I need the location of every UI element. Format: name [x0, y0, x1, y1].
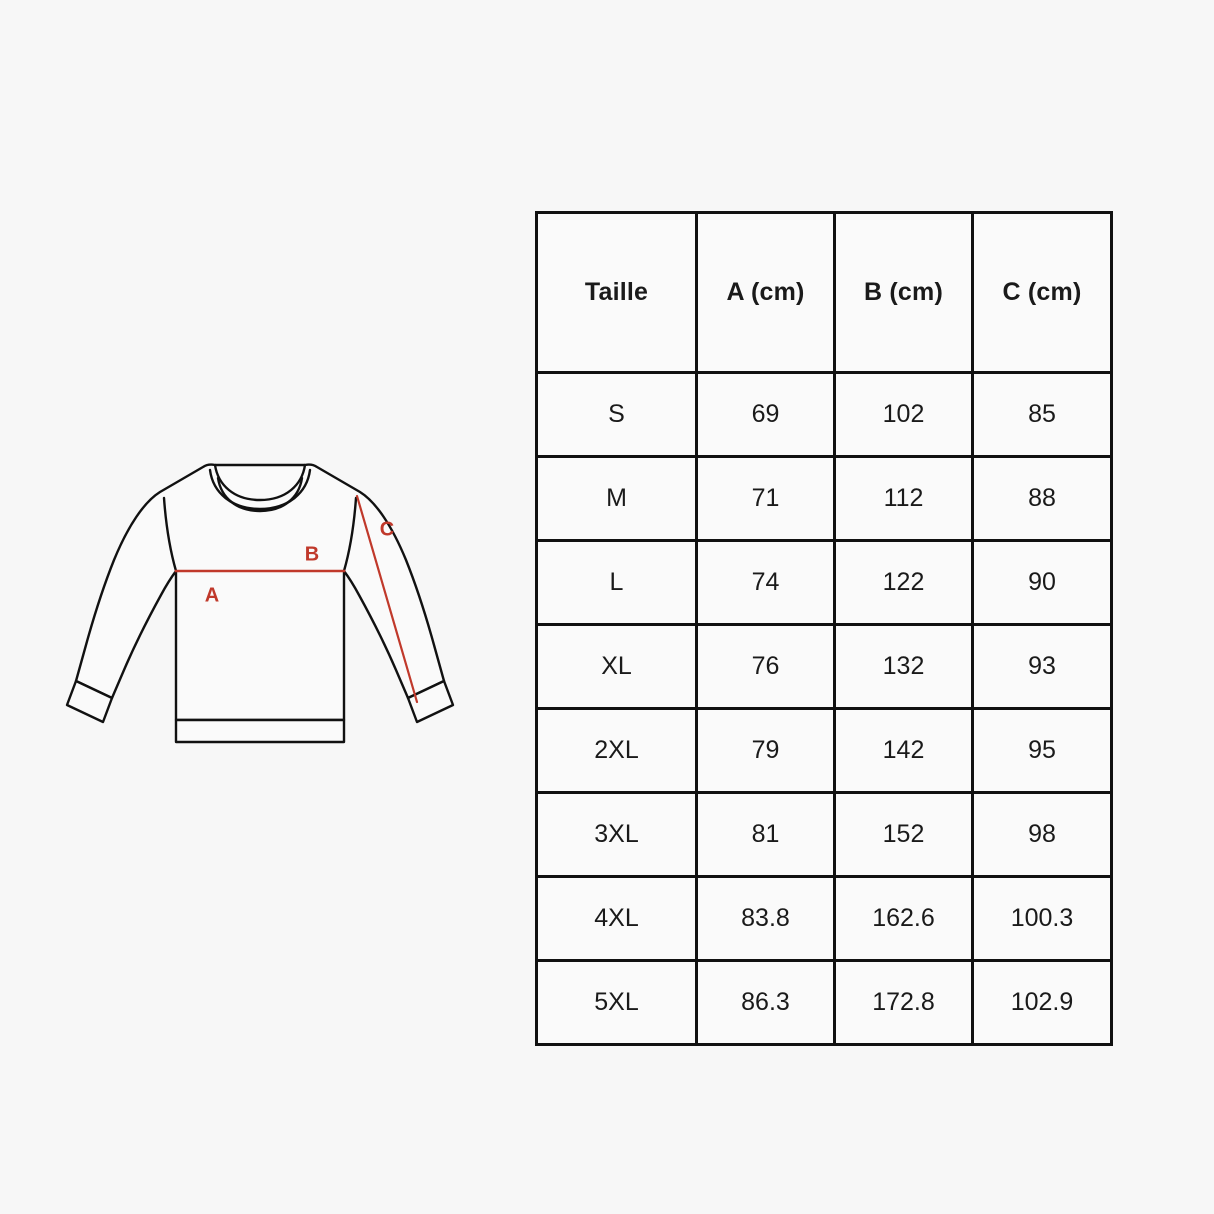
cell-size: 4XL — [535, 875, 698, 962]
header-row: Taille A (cm) B (cm) C (cm) — [535, 211, 1113, 374]
column-header-a: A (cm) — [695, 211, 836, 374]
garment-illustration: A B C — [60, 430, 460, 780]
cell-a: 86.3 — [695, 959, 836, 1046]
table-row: 2XL 79 142 95 — [535, 707, 1113, 794]
table-row: 3XL 81 152 98 — [535, 791, 1113, 878]
cell-c: 98 — [971, 791, 1113, 878]
cell-b: 102 — [833, 371, 974, 458]
table-row: 5XL 86.3 172.8 102.9 — [535, 959, 1113, 1046]
cell-b: 152 — [833, 791, 974, 878]
cell-a: 69 — [695, 371, 836, 458]
cell-c: 95 — [971, 707, 1113, 794]
garment-outline — [65, 463, 455, 744]
size-table-container: Taille A (cm) B (cm) C (cm) S 69 102 85 … — [535, 211, 1113, 1046]
column-header-taille: Taille — [535, 211, 698, 374]
measure-line-c — [355, 494, 419, 704]
cell-size: L — [535, 539, 698, 626]
column-header-b: B (cm) — [833, 211, 974, 374]
cell-b: 132 — [833, 623, 974, 710]
cell-b: 142 — [833, 707, 974, 794]
table-row: L 74 122 90 — [535, 539, 1113, 626]
cell-b: 112 — [833, 455, 974, 542]
measure-label-c: C — [380, 518, 394, 540]
measure-label-a: A — [205, 584, 219, 606]
cell-size: M — [535, 455, 698, 542]
measure-label-b: B — [305, 543, 319, 565]
cell-c: 85 — [971, 371, 1113, 458]
cell-a: 79 — [695, 707, 836, 794]
sweatshirt-diagram: A B C — [65, 463, 455, 744]
table-row: 4XL 83.8 162.6 100.3 — [535, 875, 1113, 962]
cell-b: 162.6 — [833, 875, 974, 962]
column-header-c: C (cm) — [971, 211, 1113, 374]
cell-b: 122 — [833, 539, 974, 626]
cell-a: 71 — [695, 455, 836, 542]
cell-a: 81 — [695, 791, 836, 878]
cell-c: 102.9 — [971, 959, 1113, 1046]
cell-c: 88 — [971, 455, 1113, 542]
cell-c: 90 — [971, 539, 1113, 626]
cell-a: 83.8 — [695, 875, 836, 962]
cell-b: 172.8 — [833, 959, 974, 1046]
cell-a: 74 — [695, 539, 836, 626]
cell-size: 5XL — [535, 959, 698, 1046]
table-row: S 69 102 85 — [535, 371, 1113, 458]
size-table: Taille A (cm) B (cm) C (cm) S 69 102 85 … — [535, 211, 1113, 1046]
table-body: S 69 102 85 M 71 112 88 L 74 122 90 — [535, 371, 1113, 1046]
cell-size: 3XL — [535, 791, 698, 878]
cell-size: 2XL — [535, 707, 698, 794]
table-header: Taille A (cm) B (cm) C (cm) — [535, 211, 1113, 374]
cell-a: 76 — [695, 623, 836, 710]
cell-c: 93 — [971, 623, 1113, 710]
cell-size: XL — [535, 623, 698, 710]
table-row: XL 76 132 93 — [535, 623, 1113, 710]
cell-size: S — [535, 371, 698, 458]
cell-c: 100.3 — [971, 875, 1113, 962]
measurement-guides — [174, 494, 419, 704]
table-row: M 71 112 88 — [535, 455, 1113, 542]
